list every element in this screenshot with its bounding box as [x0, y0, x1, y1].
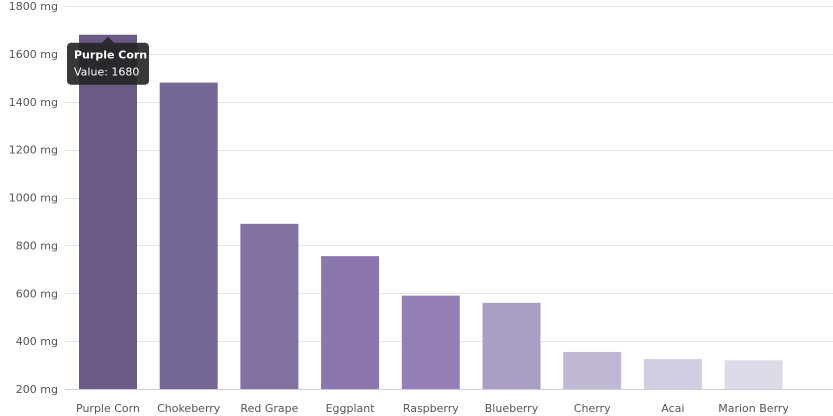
y-tick-label: 600 mg	[16, 287, 58, 300]
bar[interactable]	[79, 34, 137, 389]
bar[interactable]	[482, 302, 541, 389]
bars	[79, 34, 783, 389]
tooltip-title: Purple Corn	[74, 49, 147, 62]
y-tick-label: 1800 mg	[9, 0, 58, 13]
tooltip-caret	[102, 36, 114, 43]
x-tick-label: Red Grape	[240, 402, 298, 415]
y-tick-label: 400 mg	[16, 335, 58, 348]
y-tick-label: 800 mg	[16, 239, 58, 252]
bar[interactable]	[321, 256, 380, 389]
x-tick-label: Raspberry	[403, 402, 459, 415]
bar[interactable]	[563, 351, 622, 389]
bar[interactable]	[401, 295, 460, 389]
bar[interactable]	[240, 223, 299, 389]
tooltip-background	[67, 42, 149, 85]
y-tick-label: 200 mg	[16, 383, 58, 396]
y-tick-label: 1200 mg	[9, 144, 58, 157]
x-tick-label: Marion Berry	[718, 402, 789, 415]
tooltip-value: Value: 1680	[74, 66, 139, 79]
y-tick-label: 1000 mg	[9, 192, 58, 205]
x-tick-label: Blueberry	[485, 402, 539, 415]
bar[interactable]	[159, 82, 218, 389]
x-tick-label: Eggplant	[326, 402, 376, 415]
x-axis: Purple Corn Chokeberry Red Grape Eggplant Ra…	[76, 402, 789, 415]
x-tick-label: Cherry	[574, 402, 611, 415]
x-tick-label: Chokeberry	[157, 402, 221, 415]
bar[interactable]	[724, 360, 783, 389]
y-axis: 200 mg 400 mg 600 mg 800 mg 1000 mg 1200 mg 14…	[9, 0, 58, 396]
x-tick-label: Acai	[661, 402, 684, 415]
tooltip: Purple Corn Value: 1680	[67, 36, 149, 85]
x-tick-label: Purple Corn	[76, 402, 140, 415]
y-tick-label: 1600 mg	[9, 48, 58, 61]
y-tick-label: 1400 mg	[9, 96, 58, 109]
bar[interactable]	[643, 359, 702, 389]
